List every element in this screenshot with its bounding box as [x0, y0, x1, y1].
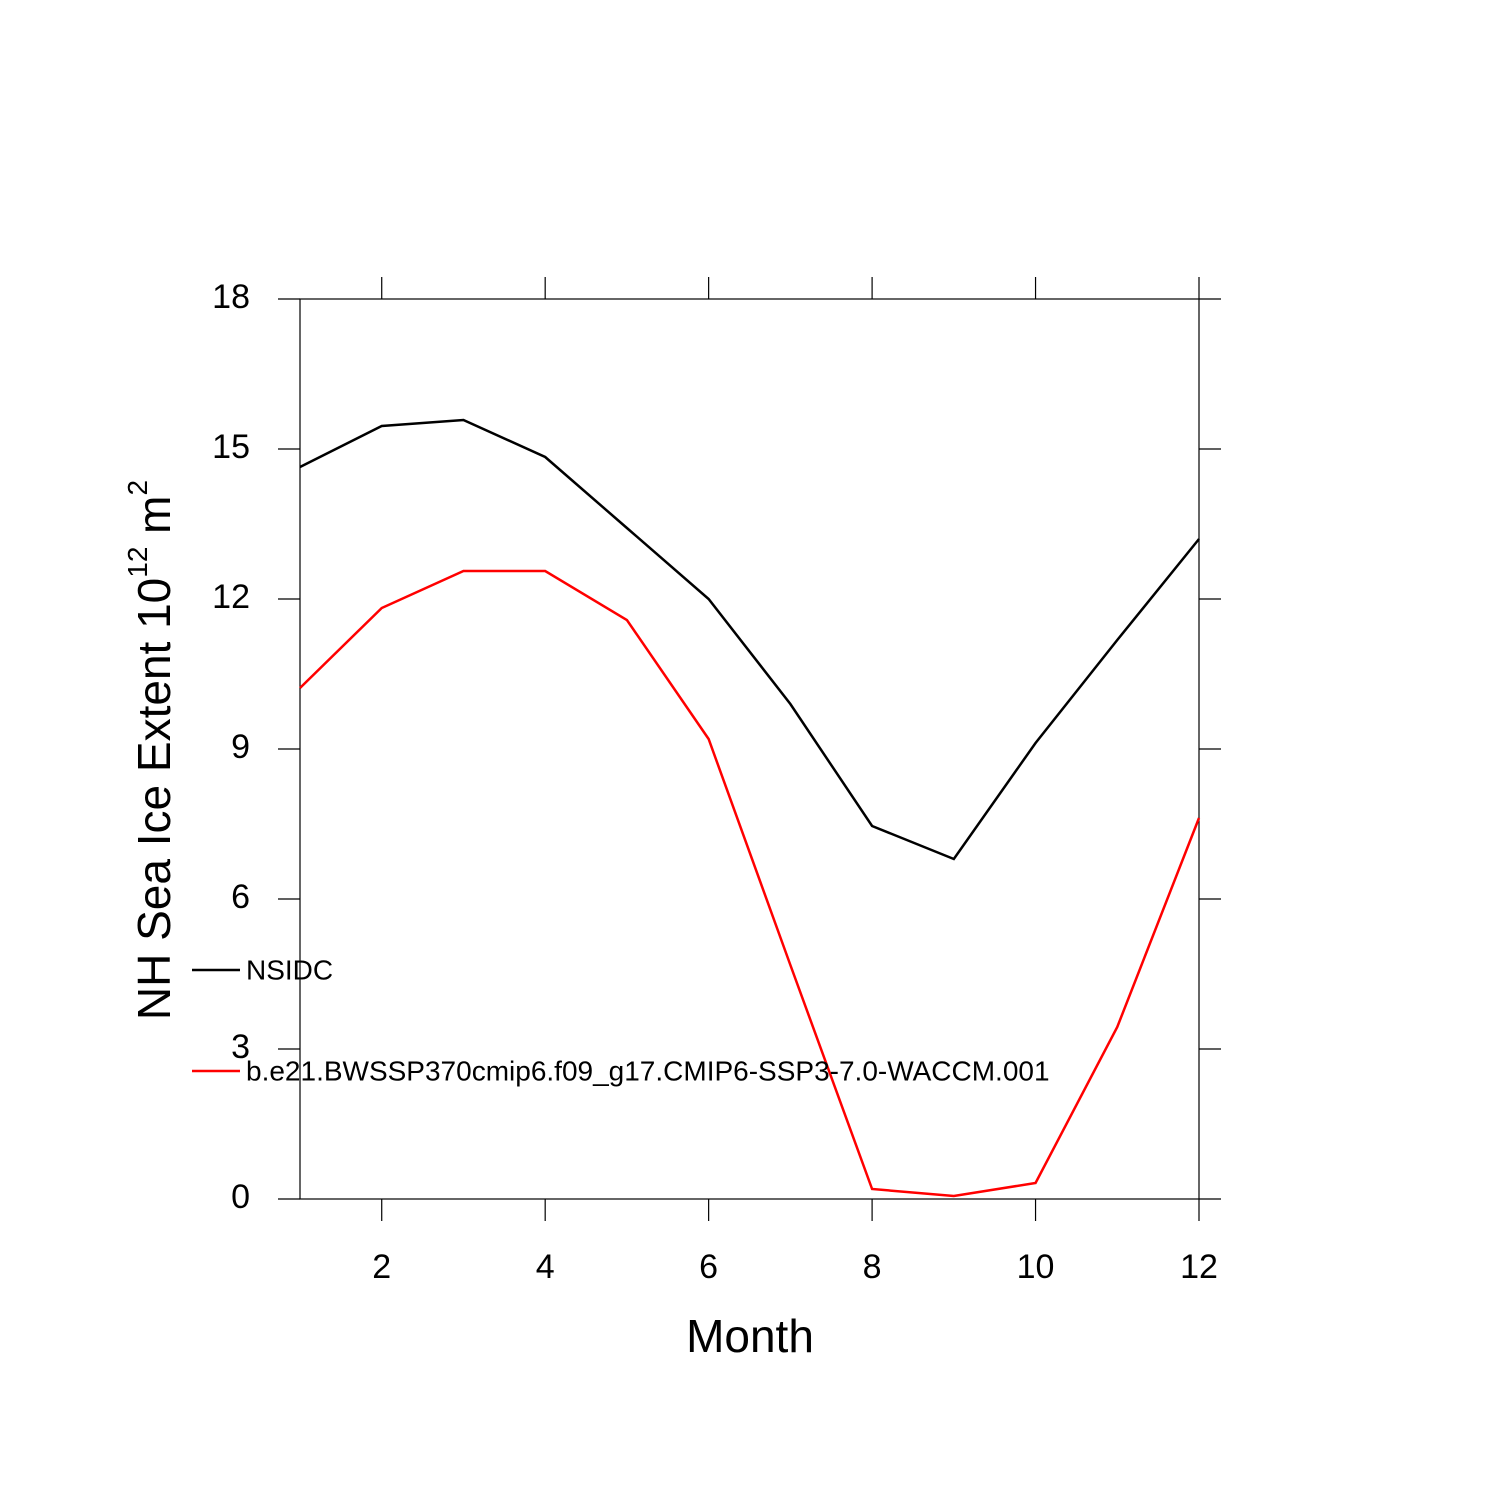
- y-label-unit: m: [128, 495, 180, 546]
- y-label-exponent: 12: [122, 547, 153, 578]
- y-tick-label: 12: [212, 578, 250, 616]
- y-tick-label: 18: [212, 278, 250, 316]
- y-tick-label: 6: [231, 878, 250, 916]
- y-tick-label: 15: [212, 428, 250, 466]
- legend-label: NSIDC: [246, 954, 333, 985]
- y-tick-label: 3: [231, 1028, 250, 1066]
- x-tick-label: 2: [372, 1248, 391, 1286]
- x-tick-label: 6: [699, 1248, 718, 1286]
- legend-label: b.e21.BWSSP370cmip6.f09_g17.CMIP6-SSP3-7…: [246, 1055, 1050, 1086]
- x-axis-label: Month: [686, 1310, 814, 1362]
- x-tick-label: 10: [1017, 1248, 1055, 1286]
- y-tick-label: 0: [231, 1178, 250, 1216]
- y-label-exponent: 2: [122, 480, 153, 496]
- y-tick-label: 9: [231, 728, 250, 766]
- series-line: [299, 569, 1201, 1198]
- x-tick-label: 4: [536, 1248, 555, 1286]
- series-line: [299, 418, 1200, 861]
- y-axis-label: NH Sea Ice Extent 1012 m2: [122, 480, 180, 1020]
- x-tick-label: 12: [1180, 1248, 1218, 1286]
- y-label-text: NH Sea Ice Extent 10: [128, 578, 180, 1020]
- x-tick-label: 8: [863, 1248, 882, 1286]
